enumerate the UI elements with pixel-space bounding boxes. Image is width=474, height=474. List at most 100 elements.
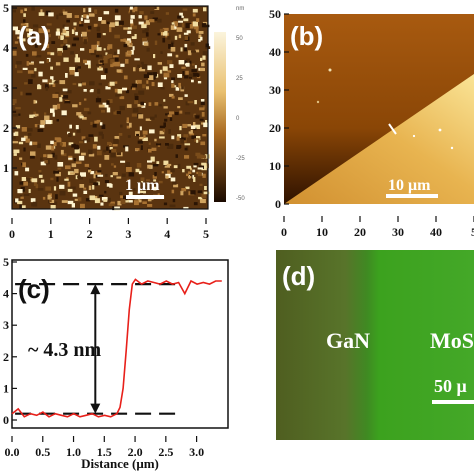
afm-speckle: [184, 43, 188, 48]
afm-speckle: [192, 21, 198, 27]
afm-speckle: [103, 56, 110, 59]
afm-speckle: [193, 162, 199, 166]
afm-speckle: [169, 111, 174, 115]
afm-speckle: [76, 128, 81, 133]
afm-speckle: [66, 13, 72, 18]
afm-speckle: [142, 130, 148, 135]
afm-speckle: [112, 172, 118, 176]
afm-speckle: [197, 172, 202, 177]
afm-speckle: [132, 46, 135, 51]
afm-speckle: [62, 11, 68, 15]
afm-speckle: [82, 82, 86, 86]
afm-speckle: [195, 152, 201, 157]
afm-speckle: [159, 28, 165, 33]
afm-speckle: [90, 89, 94, 92]
afm-speckle: [72, 104, 78, 108]
panel-a-x-axis: 0 1 2 3 4 5: [9, 218, 209, 241]
afm-speckle: [48, 34, 51, 38]
afm-speckle: [24, 82, 28, 85]
afm-speckle: [132, 85, 136, 91]
afm-speckle: [148, 148, 152, 153]
afm-speckle: [102, 33, 106, 36]
afm-speckle: [103, 58, 108, 64]
afm-speckle: [148, 75, 154, 80]
afm-speckle: [29, 141, 33, 146]
y-tick-label: 4: [3, 41, 9, 55]
afm-speckle: [74, 15, 79, 18]
afm-speckle: [48, 12, 54, 17]
afm-speckle: [170, 25, 177, 30]
afm-speckle: [140, 145, 143, 150]
afm-speckle: [119, 105, 125, 111]
panel-b: (b) 10 μm 0 10 20 30 40 5 50 40 30 20 10 0: [269, 7, 474, 239]
afm-speckle: [30, 198, 36, 203]
afm-speckle: [172, 181, 177, 185]
afm-speckle: [128, 200, 133, 203]
afm-speckle: [136, 79, 142, 84]
panel-a-frame: [11, 5, 209, 210]
afm-speckle: [179, 126, 182, 131]
afm-speckle: [25, 92, 32, 96]
panel-c-plot-area: [11, 259, 229, 429]
afm-speckle: [83, 14, 89, 18]
colorbar-tick-label: -25: [236, 156, 245, 162]
afm-speckle: [198, 39, 201, 42]
afm-speckle: [145, 20, 150, 25]
afm-speckle: [35, 184, 39, 189]
panel-d-label: (d): [282, 261, 315, 291]
afm-speckle: [176, 27, 183, 32]
afm-speckle: [76, 66, 81, 69]
afm-speckle: [28, 79, 33, 84]
afm-speckle: [158, 104, 163, 107]
afm-speckle: [186, 173, 189, 177]
afm-speckle: [180, 47, 183, 52]
afm-speckle: [119, 20, 124, 25]
afm-speckle: [56, 177, 59, 182]
afm-speckle: [17, 36, 22, 39]
afm-speckle: [75, 31, 78, 36]
afm-speckle: [89, 49, 95, 53]
afm-speckle: [130, 22, 134, 28]
arrow-head-down: [90, 403, 101, 414]
afm-speckle: [205, 43, 209, 48]
afm-speckle: [18, 113, 21, 116]
afm-speckle: [87, 111, 92, 115]
afm-speckle: [134, 58, 140, 61]
panel-c-x-axis-label: Distance (μm): [81, 456, 159, 471]
y-tick-label: 1: [3, 381, 9, 395]
afm-speckle: [98, 104, 105, 108]
afm-speckle: [73, 27, 76, 31]
colorbar-tick-label: 0: [236, 116, 240, 122]
afm-speckle: [29, 29, 33, 34]
afm-speckle: [193, 202, 198, 206]
afm-speckle: [44, 115, 50, 121]
afm-speckle: [114, 81, 118, 84]
afm-speckle: [53, 186, 57, 191]
afm-speckle: [182, 71, 185, 76]
afm-speckle: [20, 205, 26, 208]
afm-speckle: [66, 19, 70, 23]
afm-speckle: [74, 148, 80, 154]
afm-speckle: [160, 87, 165, 90]
afm-speckle: [136, 163, 142, 168]
afm-speckle: [40, 161, 47, 166]
afm-speckle: [135, 148, 140, 151]
afm-speckle: [135, 168, 140, 173]
afm-speckle: [40, 157, 43, 162]
afm-speckle: [106, 100, 110, 105]
afm-speckle: [21, 127, 27, 132]
afm-speckle: [196, 154, 203, 159]
afm-speckle: [50, 76, 54, 81]
afm-speckle: [185, 101, 190, 106]
afm-speckle: [76, 112, 82, 116]
afm-speckle: [177, 106, 181, 109]
afm-speckle: [84, 98, 87, 101]
afm-speckle: [126, 167, 132, 172]
afm-speckle: [80, 203, 85, 209]
afm-speckle: [123, 145, 129, 148]
afm-speckle: [33, 181, 37, 186]
panel-c-reference-lines: [15, 283, 182, 415]
x-tick-label: 1: [48, 227, 54, 241]
afm-speckle: [142, 186, 147, 192]
afm-speckle: [151, 75, 156, 80]
